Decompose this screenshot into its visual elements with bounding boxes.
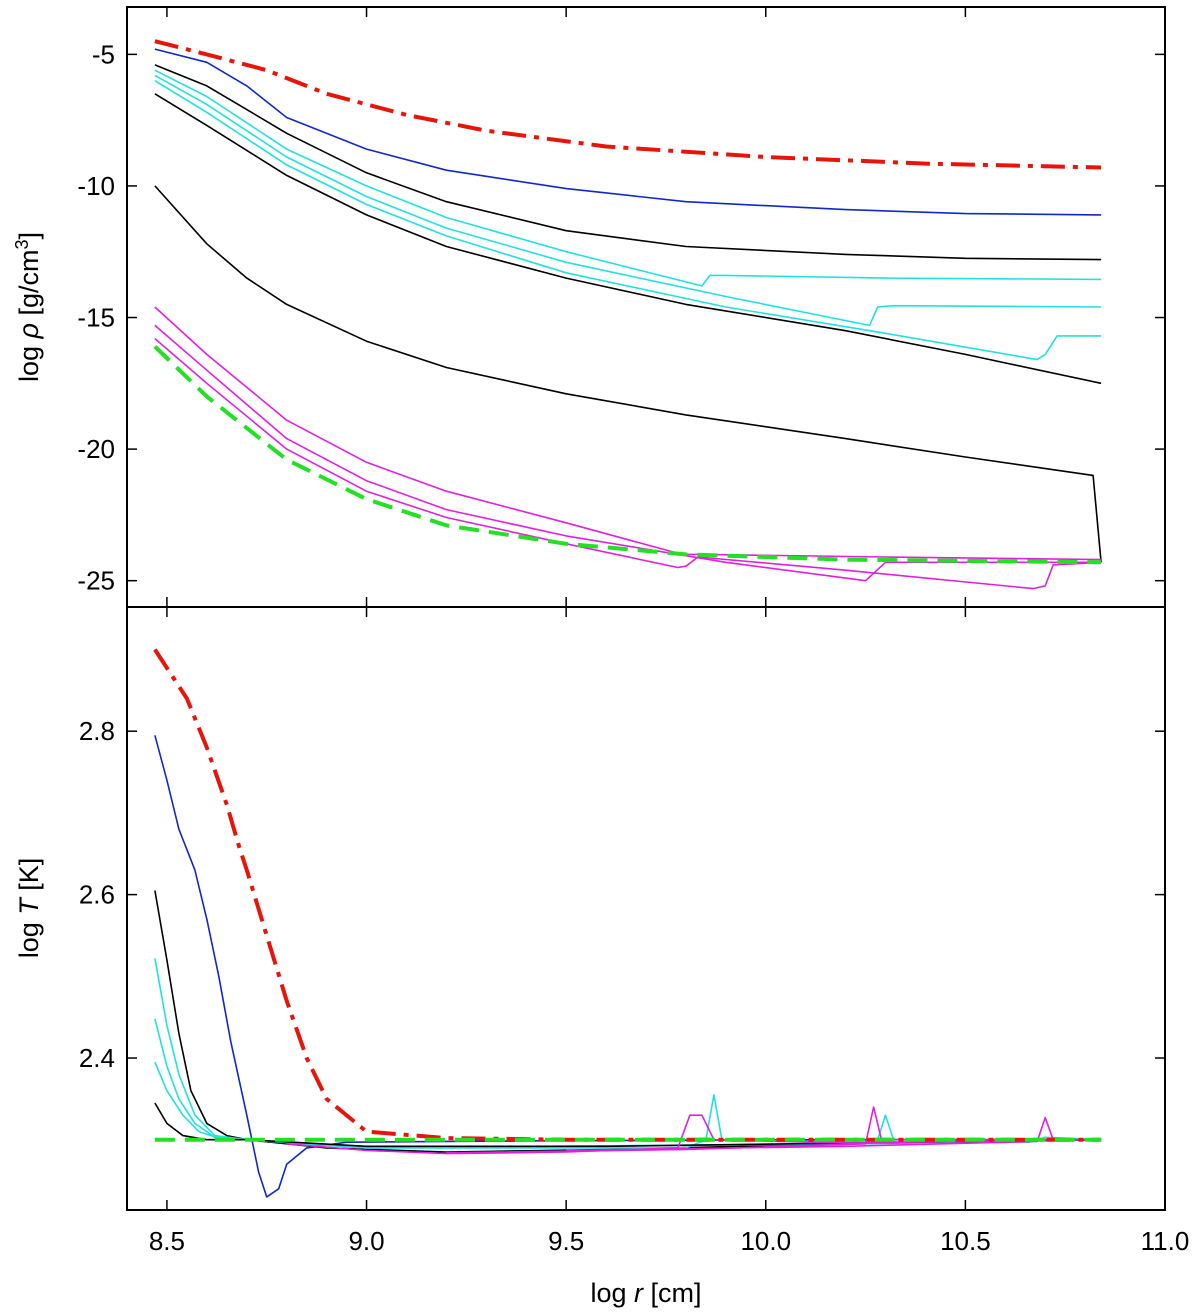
temperature-plot-frame xyxy=(126,606,1166,1211)
density-panel: -5 -10 -15 -20 -25 log ρ [g/cm3] xyxy=(12,6,1166,608)
temperature-series-red-dashdot xyxy=(153,648,1102,1142)
temperature-series-cyan-2 xyxy=(154,1018,1102,1149)
density-y-axis-label: log ρ [g/cm3] xyxy=(12,232,44,382)
temperature-series-black-1 xyxy=(154,890,1102,1153)
density-series-red-dashdot xyxy=(154,39,1102,170)
x-axis-label: log r [cm] xyxy=(590,1278,701,1308)
density-y-tick-label: -5 xyxy=(92,39,115,69)
temperature-y-tick-label: 2.6 xyxy=(79,880,115,910)
density-series xyxy=(153,39,1102,590)
x-tick-label: 8.5 xyxy=(149,1226,185,1256)
x-tick-label: 10.0 xyxy=(740,1226,791,1256)
density-series-black-3 xyxy=(154,185,1102,563)
density-series-black-2 xyxy=(154,93,1102,385)
density-series-black-1 xyxy=(154,64,1102,261)
x-tick-label: 10.5 xyxy=(940,1226,991,1256)
temperature-series-blue xyxy=(154,735,1102,1198)
density-y-tick-label: -25 xyxy=(77,566,115,596)
temperature-y-tick-label: 2.8 xyxy=(79,716,115,746)
x-tick-label: 11.0 xyxy=(1141,1226,1190,1256)
temperature-series-cyan-3 xyxy=(154,1061,1102,1149)
x-tick-label: 9.0 xyxy=(348,1226,384,1256)
temperature-y-axis-label: log T [K] xyxy=(14,858,44,959)
density-series-cyan-2 xyxy=(154,74,1102,327)
temperature-panel: 2.4 2.6 2.8 8.5 9.0 9.5 10.0 10.5 11.0 log T [K]… xyxy=(14,606,1190,1308)
density-y-tick-label: -15 xyxy=(77,303,115,333)
x-tick-label: 9.5 xyxy=(548,1226,584,1256)
density-y-ticks: -5 -10 -15 -20 -25 xyxy=(77,7,1166,607)
density-series-magenta-1 xyxy=(154,306,1102,561)
density-series-cyan-3 xyxy=(154,80,1102,361)
density-series-magenta-3 xyxy=(154,337,1102,590)
temperature-series-cyan-1 xyxy=(154,958,1102,1149)
density-series-cyan-1 xyxy=(154,69,1102,287)
temperature-series xyxy=(153,648,1102,1198)
density-series-green-dashed xyxy=(153,345,1102,565)
density-series-blue xyxy=(154,48,1102,216)
density-series-magenta-2 xyxy=(154,324,1102,582)
temperature-ticks: 2.4 2.6 2.8 8.5 9.0 9.5 10.0 10.5 11.0 xyxy=(79,607,1190,1256)
density-y-tick-label: -20 xyxy=(77,434,115,464)
temperature-y-tick-label: 2.4 xyxy=(79,1043,115,1073)
density-y-tick-label: -10 xyxy=(77,171,115,201)
